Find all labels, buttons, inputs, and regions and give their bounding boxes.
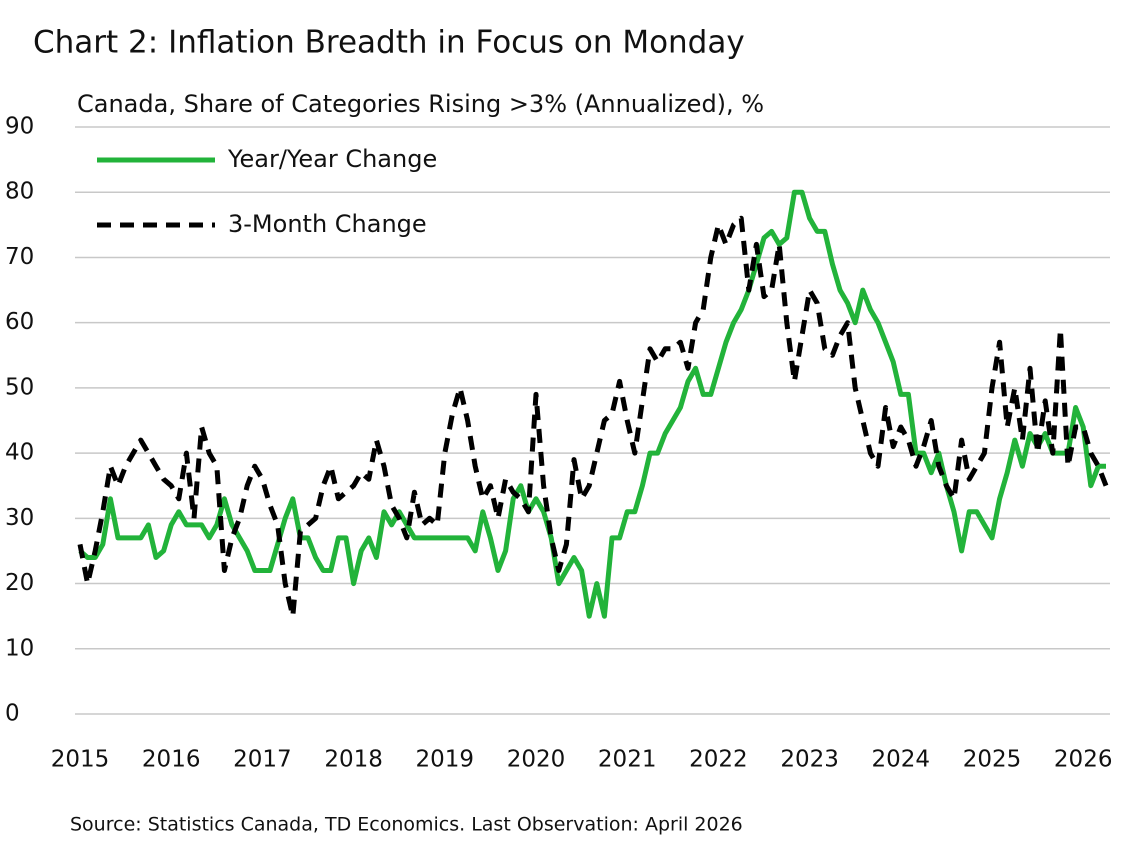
x-tick-label: 2018: [324, 747, 383, 773]
x-tick-label: 2024: [872, 747, 931, 773]
y-tick-label: 50: [5, 374, 34, 400]
series-line: [77, 215, 1109, 619]
y-tick-label: 70: [5, 244, 34, 270]
x-tick-label: 2021: [598, 747, 657, 773]
y-tick-label: 90: [5, 114, 34, 140]
x-tick-label: 2016: [142, 747, 201, 773]
chart-subtitle: Canada, Share of Categories Rising >3% (…: [77, 90, 764, 118]
x-tick-label: 2023: [780, 747, 839, 773]
y-tick-label: 60: [5, 309, 34, 335]
x-tick-label: 2020: [507, 747, 566, 773]
y-tick-label: 20: [5, 570, 34, 596]
x-tick-label: 2017: [233, 747, 292, 773]
x-tick-label: 2022: [689, 747, 748, 773]
y-tick-label: 30: [5, 505, 34, 531]
x-tick-label: 2025: [963, 747, 1022, 773]
source-note: Source: Statistics Canada, TD Economics.…: [70, 814, 743, 836]
y-tick-label: 10: [5, 635, 34, 661]
y-tick-label: 40: [5, 440, 34, 466]
y-tick-label: 80: [5, 179, 34, 205]
series-line: [78, 189, 1106, 619]
x-tick-label: 2015: [51, 747, 110, 773]
legend-label: Year/Year Change: [227, 145, 437, 173]
chart-title: Chart 2: Inflation Breadth in Focus on M…: [33, 25, 745, 61]
y-tick-label: 0: [5, 701, 20, 727]
legend-label: 3-Month Change: [228, 210, 427, 238]
x-tick-label: 2019: [416, 747, 475, 773]
x-tick-label: 2026: [1054, 747, 1113, 773]
